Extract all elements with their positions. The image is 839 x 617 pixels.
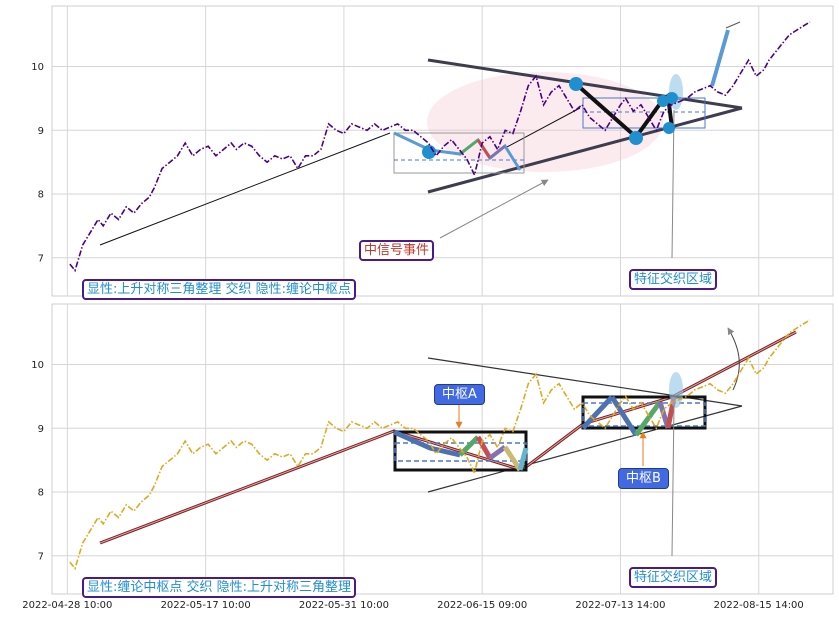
x-tick-label: 2022-07-13 14:00 (575, 600, 665, 611)
bottom-y-tick-label: 9 (38, 424, 44, 435)
point-6 (663, 122, 675, 134)
bottom-zigzag-b-2 (609, 395, 639, 437)
x-tick-label: 2022-08-15 14:00 (714, 600, 804, 611)
top-y-tick-label: 10 (31, 62, 44, 73)
trend-red-line-inner (99, 331, 797, 544)
point-3 (629, 131, 643, 145)
bottom-triangle-lower (427, 405, 743, 493)
arrow-bottom-feature (671, 404, 675, 557)
bottom-zigzag-a-6 (517, 447, 529, 471)
bottom-feature-label: 特征交织区域 (629, 567, 718, 588)
trend-line-1 (99, 132, 391, 246)
bottom-series (69, 319, 811, 571)
bottom-series-line (69, 319, 811, 571)
blue-stroke-top (710, 29, 730, 87)
x-tick-label: 2022-05-31 10:00 (299, 600, 389, 611)
top-y-tick-label: 8 (38, 190, 44, 201)
top-overlays (99, 21, 743, 259)
top-y-tick-label: 7 (38, 253, 44, 264)
center-a-label: 中枢A (434, 384, 485, 405)
arrow-top-3 (725, 21, 741, 29)
center-b-label: 中枢B (618, 468, 669, 489)
arrow-bottom-top (727, 327, 740, 391)
x-tick-label: 2022-04-28 10:00 (22, 600, 112, 611)
top-grid (52, 6, 833, 296)
center-b-inner (582, 402, 706, 427)
bottom-zigzag-a-3 (475, 435, 493, 460)
point-1 (422, 145, 436, 159)
axis-ticks: 7 8 9 10 7 8 9 10 2022-04-28 10:00 2022-05-17 10:… (22, 62, 804, 611)
bottom-zigzag-a-5 (502, 445, 523, 472)
trend-line-2 (504, 107, 581, 149)
highlight-ellipse (427, 72, 663, 172)
x-tick-label: 2022-05-17 10:00 (161, 600, 251, 611)
x-tick-label: 2022-06-15 09:00 (437, 600, 527, 611)
top-explicit-label: 显性:上升对称三角整理 交织 隐性:缠论中枢点 (82, 279, 357, 300)
bottom-zigzag-b-1 (581, 395, 614, 430)
triangle-upper-line (427, 58, 743, 110)
triangle-lower-line (427, 106, 743, 194)
point-5 (666, 92, 678, 104)
top-y-tick-label: 9 (38, 126, 44, 137)
bottom-zigzag-b-3 (633, 400, 663, 437)
top-series (69, 21, 811, 273)
signal-event-label: 中信号事件 (359, 240, 435, 261)
bottom-zigzag-a-4 (488, 444, 507, 461)
arrow-top-1 (439, 179, 549, 239)
zigzag-colored-4 (489, 144, 506, 160)
hub-box-1 (393, 132, 525, 174)
top-series-line (69, 21, 811, 273)
bottom-explicit-label: 显性:缠论中枢点 交织 隐性:上升对称三角整理 (82, 577, 357, 598)
bottom-zigzag-a-1 (392, 429, 461, 458)
bottom-y-tick-label: 8 (38, 488, 44, 499)
zigzag-colored-2 (459, 138, 479, 156)
top-feature-label: 特征交织区域 (629, 269, 718, 290)
bottom-y-tick-label: 7 (38, 551, 44, 562)
bottom-y-tick-label: 10 (31, 360, 44, 371)
zigzag-colored-3 (476, 139, 492, 159)
arrow-top-2 (671, 109, 675, 259)
point-2 (569, 77, 583, 91)
